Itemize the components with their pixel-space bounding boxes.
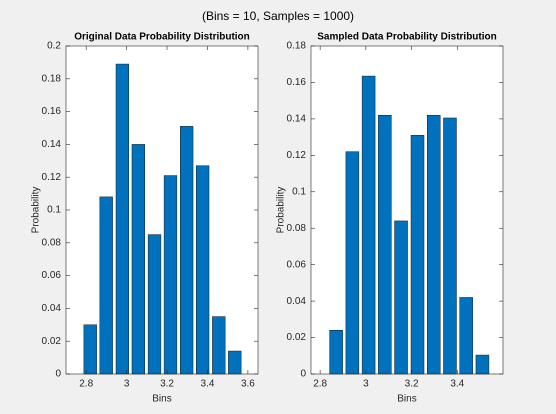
bar	[475, 354, 490, 375]
y-tick-label: 0.16	[42, 106, 62, 117]
y-tick-label: 0.12	[42, 172, 62, 183]
bar	[83, 324, 97, 375]
y-tick-label: 0.18	[42, 73, 62, 84]
y-tick-label: 0.1	[47, 205, 61, 216]
bar	[115, 63, 130, 375]
bar	[394, 220, 408, 375]
bar	[195, 165, 210, 375]
y-axis-label: Probability	[276, 187, 287, 234]
y-tick-label: 0.04	[287, 296, 307, 307]
bar	[459, 297, 473, 375]
axes-box	[310, 45, 504, 375]
y-tick-label: 0.02	[287, 332, 307, 343]
bar	[410, 135, 425, 375]
x-tick-label: 3.2	[405, 379, 419, 390]
bar	[212, 316, 226, 375]
x-tick-label: 3.4	[201, 379, 215, 390]
bar	[329, 330, 343, 375]
y-tick-label: 0.02	[42, 336, 62, 347]
bar	[180, 126, 194, 375]
y-tick-label: 0.08	[42, 237, 62, 248]
bar	[99, 196, 113, 375]
x-axis-label: Bins	[397, 394, 416, 405]
x-tick-label: 2.8	[313, 379, 327, 390]
chart-title: Sampled Data Probability Distribution	[317, 32, 496, 43]
x-tick-label: 3	[363, 379, 369, 390]
y-tick-label: 0	[300, 369, 306, 380]
bar	[443, 117, 457, 375]
bar	[427, 114, 441, 375]
y-tick-label: 0	[55, 369, 61, 380]
y-tick-label: 0.08	[287, 223, 307, 234]
bar	[163, 175, 178, 375]
y-tick-label: 0.1	[292, 186, 306, 197]
x-tick-label: 3	[124, 379, 130, 390]
bar	[345, 151, 360, 375]
bar	[147, 234, 162, 375]
bar	[378, 114, 392, 375]
x-tick-label: 3.2	[160, 379, 174, 390]
y-tick-label: 0.16	[287, 77, 307, 88]
figure-title: (Bins = 10, Samples = 1000)	[202, 9, 354, 23]
chart-title: Original Data Probability Distribution	[74, 32, 250, 43]
y-tick-label: 0.06	[42, 270, 62, 281]
plot-area	[66, 46, 258, 374]
bar	[131, 144, 145, 375]
x-axis-label: Bins	[152, 394, 171, 405]
x-tick-label: 3.4	[450, 379, 464, 390]
bar	[228, 350, 242, 375]
y-tick-label: 0.04	[42, 303, 62, 314]
y-axis-label: Probability	[31, 187, 42, 234]
y-tick-label: 0.2	[47, 41, 61, 52]
bar	[361, 75, 376, 375]
y-tick-label: 0.06	[287, 259, 307, 270]
y-tick-label: 0.18	[287, 41, 307, 52]
x-tick-label: 2.8	[79, 379, 93, 390]
y-tick-label: 0.14	[287, 114, 307, 125]
y-tick-label: 0.12	[287, 150, 307, 161]
x-tick-label: 3.6	[241, 379, 255, 390]
y-tick-label: 0.14	[42, 139, 62, 150]
